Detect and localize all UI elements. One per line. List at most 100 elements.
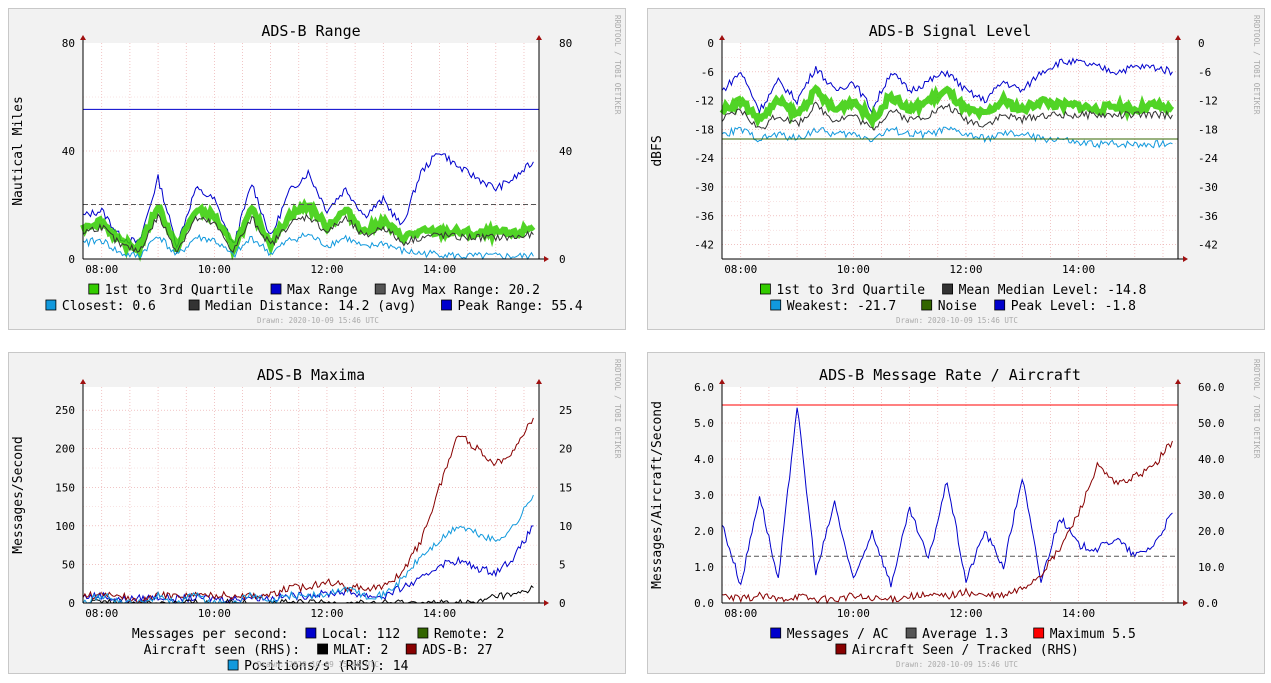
x-axis-tick-label: 12:00 bbox=[949, 607, 982, 620]
axis-arrow-icon bbox=[719, 379, 725, 384]
y-axis-tick-label: 200 bbox=[55, 443, 75, 456]
axis-arrow-icon bbox=[536, 35, 542, 40]
y2-axis-tick-label: 20.0 bbox=[1198, 525, 1225, 538]
y-axis-tick-label: 0.0 bbox=[694, 597, 714, 610]
y-axis-tick-label: 0 bbox=[68, 253, 75, 266]
y-axis-tick-label: -18 bbox=[694, 123, 714, 136]
y2-axis-tick-label: 60.0 bbox=[1198, 381, 1225, 394]
y2-axis-tick-label: 0 bbox=[559, 253, 566, 266]
graph-canvas: ADS-B Message Rate / Aircraft RRDTOOL / T… bbox=[650, 359, 1261, 669]
y-axis-tick-label: 40 bbox=[62, 145, 75, 158]
y-axis-label: Nautical Miles bbox=[11, 96, 26, 206]
legend-label: Peak Level: -1.8 bbox=[1011, 299, 1136, 314]
rrdtool-watermark: RRDTOOL / TOBI OETIKER bbox=[1252, 359, 1261, 459]
series-line bbox=[719, 84, 1175, 131]
y-axis-tick-label: 3.0 bbox=[694, 489, 714, 502]
x-axis-tick-label: 10:00 bbox=[198, 263, 231, 276]
legend-swatch bbox=[417, 627, 429, 639]
graph-title: ADS-B Range bbox=[261, 22, 360, 40]
legend-swatch bbox=[770, 627, 782, 639]
legend-swatch bbox=[835, 643, 847, 655]
y2-axis-tick-label: 30.0 bbox=[1198, 489, 1225, 502]
series-line bbox=[82, 153, 534, 249]
legend-swatch bbox=[188, 299, 200, 311]
y2-axis-tick-label: -42 bbox=[1198, 239, 1218, 252]
legend-swatch bbox=[1033, 627, 1045, 639]
graph-title: ADS-B Maxima bbox=[257, 366, 365, 384]
y-axis-tick-label: 1.0 bbox=[694, 561, 714, 574]
maxima-graph-panel: ADS-B Maxima RRDTOOL / TOBI OETIKER 250 200… bbox=[8, 352, 626, 674]
y2-axis-tick-label: 10.0 bbox=[1198, 561, 1225, 574]
legend-label: Positions/s (RHS): 14 bbox=[244, 659, 409, 674]
drawn-timestamp: Drawn: 2020-10-09 15:46 UTC bbox=[896, 316, 1018, 325]
y-axis-tick-label: 2.0 bbox=[694, 525, 714, 538]
graph-canvas: ADS-B Signal Level RRDTOOL / TOBI OETIKER… bbox=[650, 15, 1261, 325]
legend-label: Maximum 5.5 bbox=[1050, 627, 1136, 642]
legend-swatch bbox=[270, 283, 282, 295]
legend-swatch bbox=[227, 659, 239, 671]
legend-swatch bbox=[994, 299, 1006, 311]
legend-label: Average 1.3 bbox=[922, 627, 1008, 642]
x-axis-tick-label: 14:00 bbox=[1062, 263, 1095, 276]
legend-swatch bbox=[88, 283, 100, 295]
y-axis-tick-label: 250 bbox=[55, 404, 75, 417]
y-axis-tick-label: 0 bbox=[707, 37, 714, 50]
legend-swatch bbox=[441, 299, 452, 311]
graph-canvas: ADS-B Maxima RRDTOOL / TOBI OETIKER250200… bbox=[11, 359, 622, 674]
x-axis-tick-label: 08:00 bbox=[85, 607, 118, 620]
y-axis-label: Messages/Aircraft/Second bbox=[650, 401, 665, 589]
y-axis-tick-label: 6.0 bbox=[694, 381, 714, 394]
graph-canvas: ADS-B Range RRDTOOL / TOBI OETIKER 80 40 0 80… bbox=[11, 15, 622, 325]
legend-label: Avg Max Range: 20.2 bbox=[391, 283, 540, 298]
rrdtool-watermark: RRDTOOL / TOBI OETIKER bbox=[1252, 15, 1261, 115]
series-line bbox=[721, 440, 1173, 605]
series-line bbox=[82, 232, 534, 261]
y2-axis-tick-label: 50.0 bbox=[1198, 417, 1225, 430]
legend-label: MLAT: 2 bbox=[334, 643, 389, 658]
legend-swatch bbox=[317, 643, 329, 655]
legend-swatch bbox=[942, 283, 954, 295]
series-line bbox=[80, 198, 536, 262]
x-axis-tick-label: 08:00 bbox=[85, 263, 118, 276]
axis-arrow-icon bbox=[1183, 600, 1188, 606]
rrdtool-watermark: RRDTOOL / TOBI OETIKER bbox=[613, 15, 622, 115]
x-axis-tick-label: 14:00 bbox=[423, 263, 456, 276]
axis-arrow-icon bbox=[80, 379, 86, 384]
legend-label: Noise bbox=[938, 299, 977, 314]
y-axis-tick-label: 4.0 bbox=[694, 453, 714, 466]
series-line bbox=[82, 212, 534, 255]
y-axis-tick-label: 150 bbox=[55, 481, 75, 494]
legend-swatch bbox=[770, 299, 782, 311]
legend-swatch bbox=[374, 283, 386, 295]
x-axis-tick-label: 12:00 bbox=[949, 263, 982, 276]
series-line bbox=[721, 407, 1173, 588]
y-axis-label: dBFS bbox=[650, 135, 665, 166]
legend-label: 1st to 3rd Quartile bbox=[776, 283, 925, 298]
y2-axis-tick-label: 0 bbox=[1198, 37, 1205, 50]
y2-axis-tick-label: -36 bbox=[1198, 210, 1218, 223]
y2-axis-tick-label: 20 bbox=[559, 443, 572, 456]
y2-axis-tick-label: 80 bbox=[559, 37, 572, 50]
message-rate-graph-panel: ADS-B Message Rate / Aircraft RRDTOOL / T… bbox=[647, 352, 1265, 674]
y2-axis-tick-label: 0 bbox=[559, 597, 566, 610]
y2-axis-tick-label: 15 bbox=[559, 481, 572, 494]
y-axis-tick-label: -36 bbox=[694, 210, 714, 223]
legend-label: Peak Range: 55.4 bbox=[458, 299, 583, 314]
axis-arrow-icon bbox=[1175, 379, 1181, 384]
y-axis-tick-label: 80 bbox=[62, 37, 75, 50]
series-line bbox=[82, 525, 534, 605]
x-axis-tick-label: 12:00 bbox=[310, 607, 343, 620]
y2-axis-tick-label: -6 bbox=[1198, 66, 1211, 79]
series-line bbox=[82, 494, 534, 605]
x-axis-tick-label: 14:00 bbox=[423, 607, 456, 620]
legend-label: Median Distance: 14.2 (avg) bbox=[205, 299, 416, 314]
y-axis-tick-label: -12 bbox=[694, 95, 714, 108]
y2-axis-tick-label: -12 bbox=[1198, 95, 1218, 108]
x-axis-tick-label: 14:00 bbox=[1062, 607, 1095, 620]
x-axis-tick-label: 10:00 bbox=[837, 263, 870, 276]
y2-axis-tick-label: -18 bbox=[1198, 123, 1218, 136]
drawn-timestamp: Drawn: 2020-10-09 15:46 UTC bbox=[257, 316, 379, 325]
drawn-timestamp: Drawn: 2020-10-09 15:46 UTC bbox=[257, 660, 379, 669]
y2-axis-tick-label: 5 bbox=[559, 558, 566, 571]
legend-swatch bbox=[405, 643, 417, 655]
